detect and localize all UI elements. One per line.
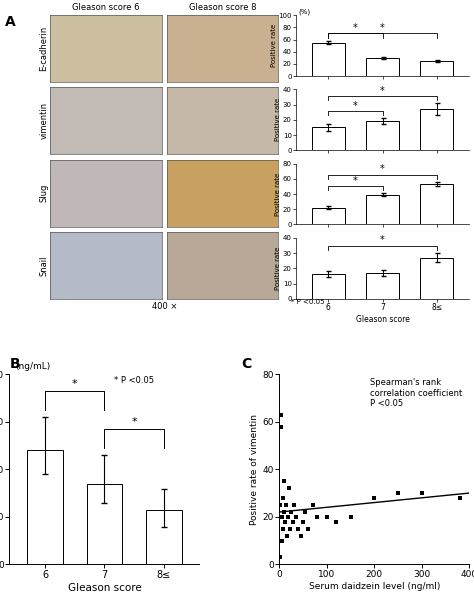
Bar xyxy=(366,273,399,299)
Point xyxy=(313,512,321,522)
Text: * P <0.05: * P <0.05 xyxy=(114,376,154,386)
Text: *: * xyxy=(380,23,385,33)
Point xyxy=(304,524,311,534)
Text: *: * xyxy=(380,235,385,245)
Point xyxy=(309,500,316,510)
Point xyxy=(277,410,284,420)
Point xyxy=(346,512,354,522)
X-axis label: Gleason score: Gleason score xyxy=(68,583,141,592)
Point xyxy=(286,524,293,534)
X-axis label: Gleason score: Gleason score xyxy=(356,315,410,324)
Text: (ng/mL): (ng/mL) xyxy=(16,362,51,371)
Text: * P <0.05: * P <0.05 xyxy=(291,299,325,305)
Text: *: * xyxy=(353,176,358,185)
Text: 400 ×: 400 × xyxy=(152,302,177,310)
Point xyxy=(284,512,292,522)
Point xyxy=(280,507,287,517)
Y-axis label: Positive rate: Positive rate xyxy=(271,24,277,67)
Text: Snail: Snail xyxy=(39,255,48,276)
Bar xyxy=(87,484,122,564)
Point xyxy=(278,536,285,545)
Bar xyxy=(27,450,63,564)
Point xyxy=(299,517,307,526)
Text: *: * xyxy=(353,101,358,111)
Text: *: * xyxy=(380,85,385,96)
Text: Slug: Slug xyxy=(39,184,48,203)
Text: A: A xyxy=(5,15,16,29)
Bar xyxy=(420,61,453,76)
Point xyxy=(281,517,289,526)
Text: *: * xyxy=(131,417,137,426)
Text: *: * xyxy=(72,379,78,389)
Point xyxy=(323,512,330,522)
Point xyxy=(282,500,290,510)
Y-axis label: Positive rate: Positive rate xyxy=(275,173,282,216)
Point xyxy=(276,552,283,562)
Text: *: * xyxy=(380,164,385,174)
Point xyxy=(456,493,464,503)
Bar xyxy=(420,257,453,299)
Point xyxy=(285,484,292,493)
Point xyxy=(332,517,340,526)
Text: vimentin: vimentin xyxy=(39,102,48,140)
Text: E-cadherin: E-cadherin xyxy=(39,26,48,71)
Point xyxy=(291,500,298,510)
Point xyxy=(294,524,302,534)
Y-axis label: Positive rate: Positive rate xyxy=(275,98,282,142)
Bar xyxy=(420,109,453,150)
Bar xyxy=(312,208,345,224)
Text: B: B xyxy=(9,357,20,371)
Text: Gleason score 8: Gleason score 8 xyxy=(189,3,256,12)
Point xyxy=(280,476,288,486)
Point xyxy=(371,493,378,503)
Point xyxy=(279,524,286,534)
Bar xyxy=(312,274,345,299)
Bar xyxy=(366,58,399,76)
Text: Gleason score 6: Gleason score 6 xyxy=(72,3,140,12)
Point xyxy=(301,507,309,517)
Bar xyxy=(420,184,453,224)
Y-axis label: Positive rate: Positive rate xyxy=(275,246,282,290)
Y-axis label: Positive rate of vimentin: Positive rate of vimentin xyxy=(250,414,259,525)
Point xyxy=(276,500,284,510)
Point xyxy=(297,531,304,540)
Point xyxy=(287,507,295,517)
Bar xyxy=(146,510,182,564)
X-axis label: Serum daidzein level (ng/ml): Serum daidzein level (ng/ml) xyxy=(309,581,440,590)
Point xyxy=(418,488,426,498)
Point xyxy=(277,422,285,431)
Text: Spearman's rank
correlation coefficient
P <0.05: Spearman's rank correlation coefficient … xyxy=(371,378,463,408)
Point xyxy=(292,512,300,522)
Bar xyxy=(366,195,399,224)
Point xyxy=(279,493,287,503)
Bar xyxy=(312,43,345,76)
Point xyxy=(278,512,286,522)
Text: *: * xyxy=(353,23,358,33)
Text: C: C xyxy=(242,357,252,371)
Bar xyxy=(312,127,345,150)
Bar xyxy=(366,121,399,150)
Point xyxy=(289,517,296,526)
Point xyxy=(394,488,402,498)
Point xyxy=(283,531,291,540)
Text: (%): (%) xyxy=(299,9,311,15)
